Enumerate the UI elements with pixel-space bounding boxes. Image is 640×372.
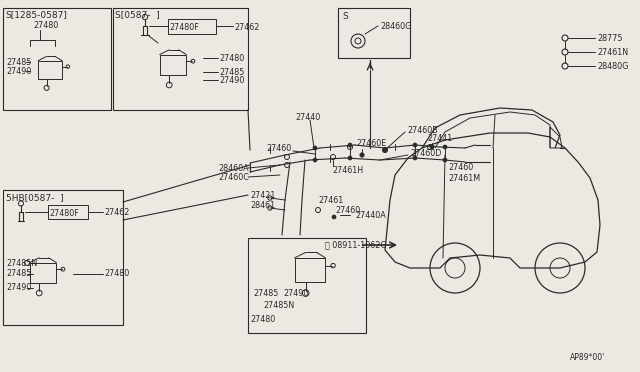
Text: 27461H: 27461H bbox=[332, 166, 363, 174]
Text: 27461: 27461 bbox=[318, 196, 343, 205]
Text: 27440A: 27440A bbox=[355, 211, 386, 219]
Circle shape bbox=[430, 145, 434, 149]
Circle shape bbox=[383, 148, 387, 152]
Text: S[1285-0587]: S[1285-0587] bbox=[5, 10, 67, 19]
Text: 27480: 27480 bbox=[219, 54, 244, 62]
Bar bbox=[168, 19, 216, 34]
Text: S: S bbox=[342, 12, 348, 20]
Text: 27460: 27460 bbox=[267, 144, 292, 153]
Text: ⓝ 08911-1062G: ⓝ 08911-1062G bbox=[325, 241, 387, 250]
Text: 28461: 28461 bbox=[250, 201, 275, 209]
Circle shape bbox=[413, 156, 417, 160]
Text: 28460A: 28460A bbox=[218, 164, 248, 173]
Text: 27490: 27490 bbox=[219, 76, 244, 84]
Text: 27490: 27490 bbox=[6, 67, 31, 76]
Text: 27421: 27421 bbox=[250, 190, 275, 199]
Circle shape bbox=[348, 143, 352, 147]
Bar bbox=[113, 8, 248, 110]
Text: 27485: 27485 bbox=[6, 269, 31, 279]
Text: 27480: 27480 bbox=[33, 20, 58, 29]
Bar bbox=[29, 263, 56, 283]
Text: 27440: 27440 bbox=[295, 112, 320, 122]
Bar bbox=[160, 55, 186, 76]
Text: 27480F: 27480F bbox=[169, 22, 199, 32]
Circle shape bbox=[360, 153, 364, 157]
Circle shape bbox=[348, 156, 352, 160]
Text: 27441: 27441 bbox=[427, 134, 452, 142]
Text: 27460D: 27460D bbox=[410, 148, 442, 157]
Text: 27485: 27485 bbox=[219, 67, 244, 77]
Text: 27460: 27460 bbox=[335, 205, 360, 215]
Circle shape bbox=[443, 145, 447, 149]
Text: 27485N: 27485N bbox=[263, 301, 294, 311]
Circle shape bbox=[313, 158, 317, 162]
Text: 27460: 27460 bbox=[448, 163, 473, 171]
Bar bbox=[48, 205, 88, 219]
Circle shape bbox=[413, 143, 417, 147]
Bar bbox=[294, 258, 325, 282]
Circle shape bbox=[443, 158, 447, 162]
Text: 27480: 27480 bbox=[104, 269, 129, 279]
Text: 27480F: 27480F bbox=[49, 208, 79, 218]
Text: 28775: 28775 bbox=[597, 33, 623, 42]
Text: AP89*00': AP89*00' bbox=[570, 353, 605, 362]
Text: S[0587-  ]: S[0587- ] bbox=[115, 10, 160, 19]
Bar bbox=[3, 8, 111, 110]
Text: 5HB[0587-  ]: 5HB[0587- ] bbox=[6, 193, 63, 202]
Bar bbox=[338, 8, 410, 58]
Text: 27462: 27462 bbox=[234, 22, 259, 32]
Text: 28460G: 28460G bbox=[380, 22, 412, 31]
Text: 27461M: 27461M bbox=[448, 173, 480, 183]
Text: 27460C: 27460C bbox=[218, 173, 249, 182]
Circle shape bbox=[313, 146, 317, 150]
Text: 28480G: 28480G bbox=[597, 61, 628, 71]
Bar bbox=[248, 238, 366, 333]
Text: 27462: 27462 bbox=[104, 208, 129, 217]
Text: 27490: 27490 bbox=[6, 283, 31, 292]
Text: 27485N: 27485N bbox=[6, 259, 37, 267]
Bar bbox=[3, 190, 123, 325]
Text: 27461N: 27461N bbox=[597, 48, 628, 57]
Text: 27485: 27485 bbox=[6, 58, 31, 67]
Text: 27480: 27480 bbox=[250, 315, 276, 324]
Text: 27460E: 27460E bbox=[356, 138, 387, 148]
Text: 27460B: 27460B bbox=[407, 125, 438, 135]
Text: 27485: 27485 bbox=[253, 289, 278, 298]
Bar bbox=[38, 61, 62, 79]
Text: 27490: 27490 bbox=[283, 289, 308, 298]
Circle shape bbox=[332, 215, 336, 219]
